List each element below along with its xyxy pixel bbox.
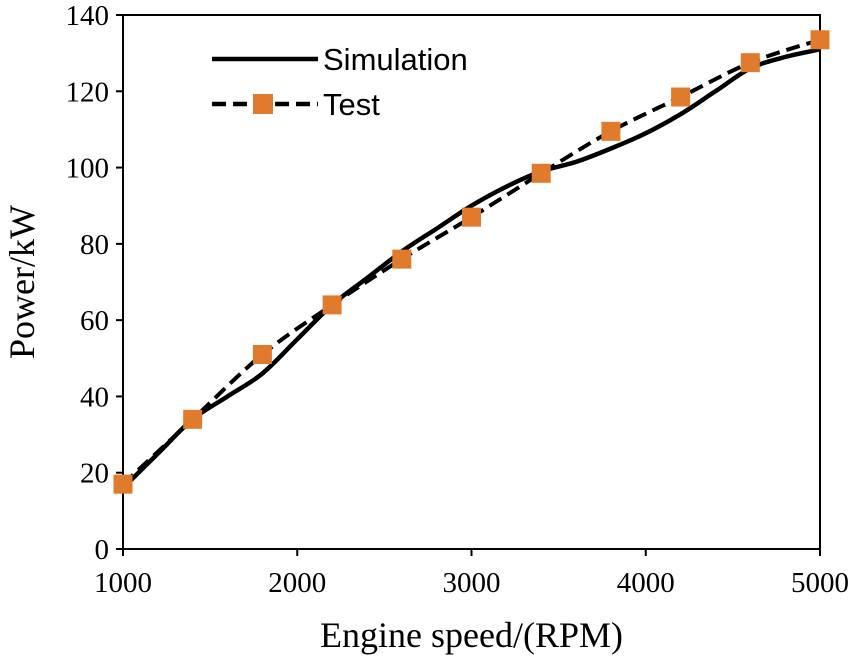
series-layer [113, 30, 830, 494]
y-tick-label: 120 [66, 76, 110, 108]
y-tick-label: 140 [66, 0, 110, 32]
plot-frame [122, 14, 821, 550]
data-point-test [392, 249, 412, 269]
data-point-test [113, 474, 133, 494]
y-tick-label: 60 [80, 305, 109, 337]
data-point-test [601, 121, 621, 141]
data-point-test [810, 30, 830, 50]
x-tick-label: 3000 [443, 567, 501, 599]
y-tick-label: 80 [80, 229, 109, 261]
axes [122, 14, 821, 550]
legend: Simulation Test [212, 42, 468, 122]
legend-marker-test [253, 94, 273, 114]
series-line-simulation [121, 47, 821, 490]
x-tick-label: 1000 [94, 567, 152, 599]
series-line-test [121, 37, 821, 486]
y-tick-label: 100 [66, 153, 110, 185]
x-axis-title: Engine speed/(RPM) [320, 615, 623, 655]
x-axis-ticks: 1000 2000 3000 4000 5000 [94, 549, 849, 599]
y-tick-label: 40 [80, 381, 109, 413]
y-axis-ticks: 0 20 40 60 80 100 120 140 [66, 0, 123, 566]
data-point-test [462, 207, 481, 227]
data-point-test [671, 87, 691, 107]
y-tick-label: 0 [95, 534, 110, 566]
legend-label-simulation: Simulation [323, 42, 468, 77]
data-point-test [531, 163, 551, 183]
x-tick-label: 2000 [268, 567, 326, 599]
data-point-test [322, 295, 342, 315]
y-tick-label: 20 [80, 458, 109, 490]
y-axis-title: Power/kW [2, 205, 42, 359]
data-point-test [252, 344, 272, 364]
legend-label-test: Test [323, 87, 380, 122]
x-tick-label: 5000 [791, 567, 849, 599]
data-point-test [183, 409, 203, 429]
data-point-test [740, 53, 760, 73]
x-tick-label: 4000 [617, 567, 675, 599]
